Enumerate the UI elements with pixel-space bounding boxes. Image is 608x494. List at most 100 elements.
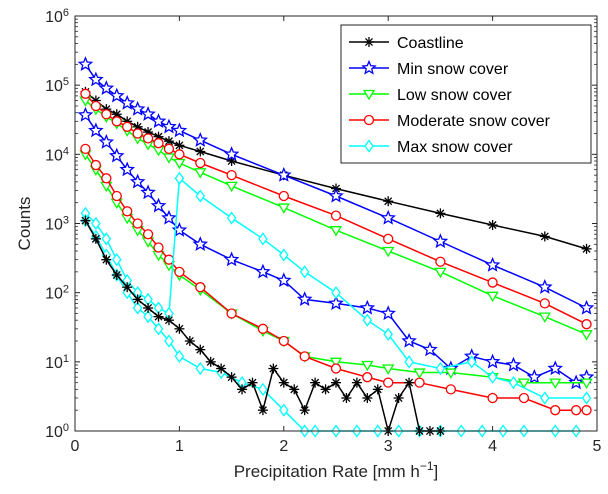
data-point [216, 363, 227, 374]
data-point [195, 189, 206, 203]
data-point [435, 208, 446, 219]
y-tick-label: 105 [45, 76, 69, 95]
data-point [320, 384, 331, 395]
tick-labels: 0 1 2 3 4 5 100 101 102 103 104 105 106 [45, 7, 601, 455]
data-point [119, 161, 135, 177]
data-point [195, 282, 206, 293]
data-point [278, 377, 289, 388]
data-point [278, 335, 289, 347]
data-point [372, 384, 383, 395]
x-axis-label: Precipitation Rate [mm h−1] [234, 459, 439, 481]
data-point [108, 147, 125, 163]
data-point [487, 392, 498, 404]
legend-item-min-snow-cover: Min snow cover [349, 59, 509, 78]
data-point [258, 382, 268, 396]
data-point [98, 80, 115, 95]
data-point [539, 231, 550, 242]
data-point [142, 229, 154, 240]
legend-label: Coastline [397, 35, 464, 52]
data-point [299, 405, 310, 416]
data-point [276, 272, 292, 288]
legend-item-low-snow-cover: Low snow cover [349, 87, 512, 104]
data-point [153, 138, 164, 149]
data-point [257, 405, 268, 416]
data-point [129, 100, 146, 116]
data-point [487, 220, 498, 231]
data-point [434, 267, 447, 279]
data-point [580, 330, 593, 341]
data-point [150, 197, 167, 213]
series-min-snow-cover-lower [77, 106, 595, 390]
series-moderate-snow-cover-lower [80, 143, 592, 416]
data-point [435, 361, 446, 376]
data-point [445, 384, 456, 395]
data-point [101, 232, 112, 246]
data-point [466, 355, 477, 369]
data-point [122, 121, 133, 132]
x-tick-label: 5 [593, 438, 602, 455]
data-point [80, 88, 91, 99]
data-point [517, 378, 531, 389]
data-point [487, 277, 498, 288]
data-point [247, 377, 258, 388]
data-point [129, 173, 146, 189]
data-point [195, 157, 206, 169]
data-point [163, 143, 175, 155]
data-point [537, 278, 553, 294]
legend: Coastline Min snow cover Low snow cover Mod… [340, 24, 592, 164]
data-point [257, 323, 269, 334]
data-point [205, 356, 216, 367]
legend-item-max-snow-cover: Max snow cover [349, 139, 513, 156]
data-point [90, 159, 102, 171]
data-point [88, 71, 104, 87]
data-point [195, 361, 206, 376]
data-point [195, 146, 206, 157]
x-axis-label-close: ] [434, 462, 439, 481]
data-point [195, 344, 206, 355]
data-point [435, 256, 446, 267]
data-point [111, 270, 122, 281]
data-point [361, 360, 374, 372]
data-point [192, 236, 209, 251]
data-point [111, 253, 122, 267]
data-point [174, 140, 185, 151]
data-point [276, 166, 292, 182]
data-point [268, 363, 279, 374]
data-point [401, 332, 417, 348]
data-point [150, 113, 167, 128]
data-point [413, 368, 426, 379]
y-tick-label: 102 [45, 284, 69, 303]
legend-label: Min snow cover [397, 61, 509, 78]
data-point [98, 133, 115, 149]
data-point [404, 355, 414, 369]
data-point [153, 311, 164, 322]
data-point [380, 305, 396, 321]
data-point [255, 263, 271, 279]
data-point [484, 256, 501, 272]
data-point [163, 315, 174, 326]
data-point [310, 377, 321, 388]
data-point [383, 196, 394, 207]
data-point [111, 190, 122, 202]
data-point [140, 106, 156, 121]
data-point [329, 357, 343, 369]
x-tick-label: 4 [488, 438, 497, 455]
data-point [108, 87, 125, 103]
data-point [122, 282, 133, 293]
data-point [226, 170, 237, 181]
legend-label: Moderate snow cover [397, 113, 551, 130]
data-point [161, 209, 177, 225]
series-moderate-snow-cover-upper [80, 88, 592, 330]
data-point [383, 233, 394, 244]
x-tick-label: 0 [71, 438, 80, 455]
data-point [359, 299, 376, 315]
data-point [550, 405, 561, 416]
data-point [518, 392, 530, 404]
data-point [174, 349, 185, 363]
data-point [237, 384, 248, 395]
data-point [153, 322, 164, 336]
data-point [122, 206, 133, 217]
data-point [484, 353, 501, 369]
data-point [538, 312, 551, 323]
y-axis-label: Counts [15, 197, 34, 251]
